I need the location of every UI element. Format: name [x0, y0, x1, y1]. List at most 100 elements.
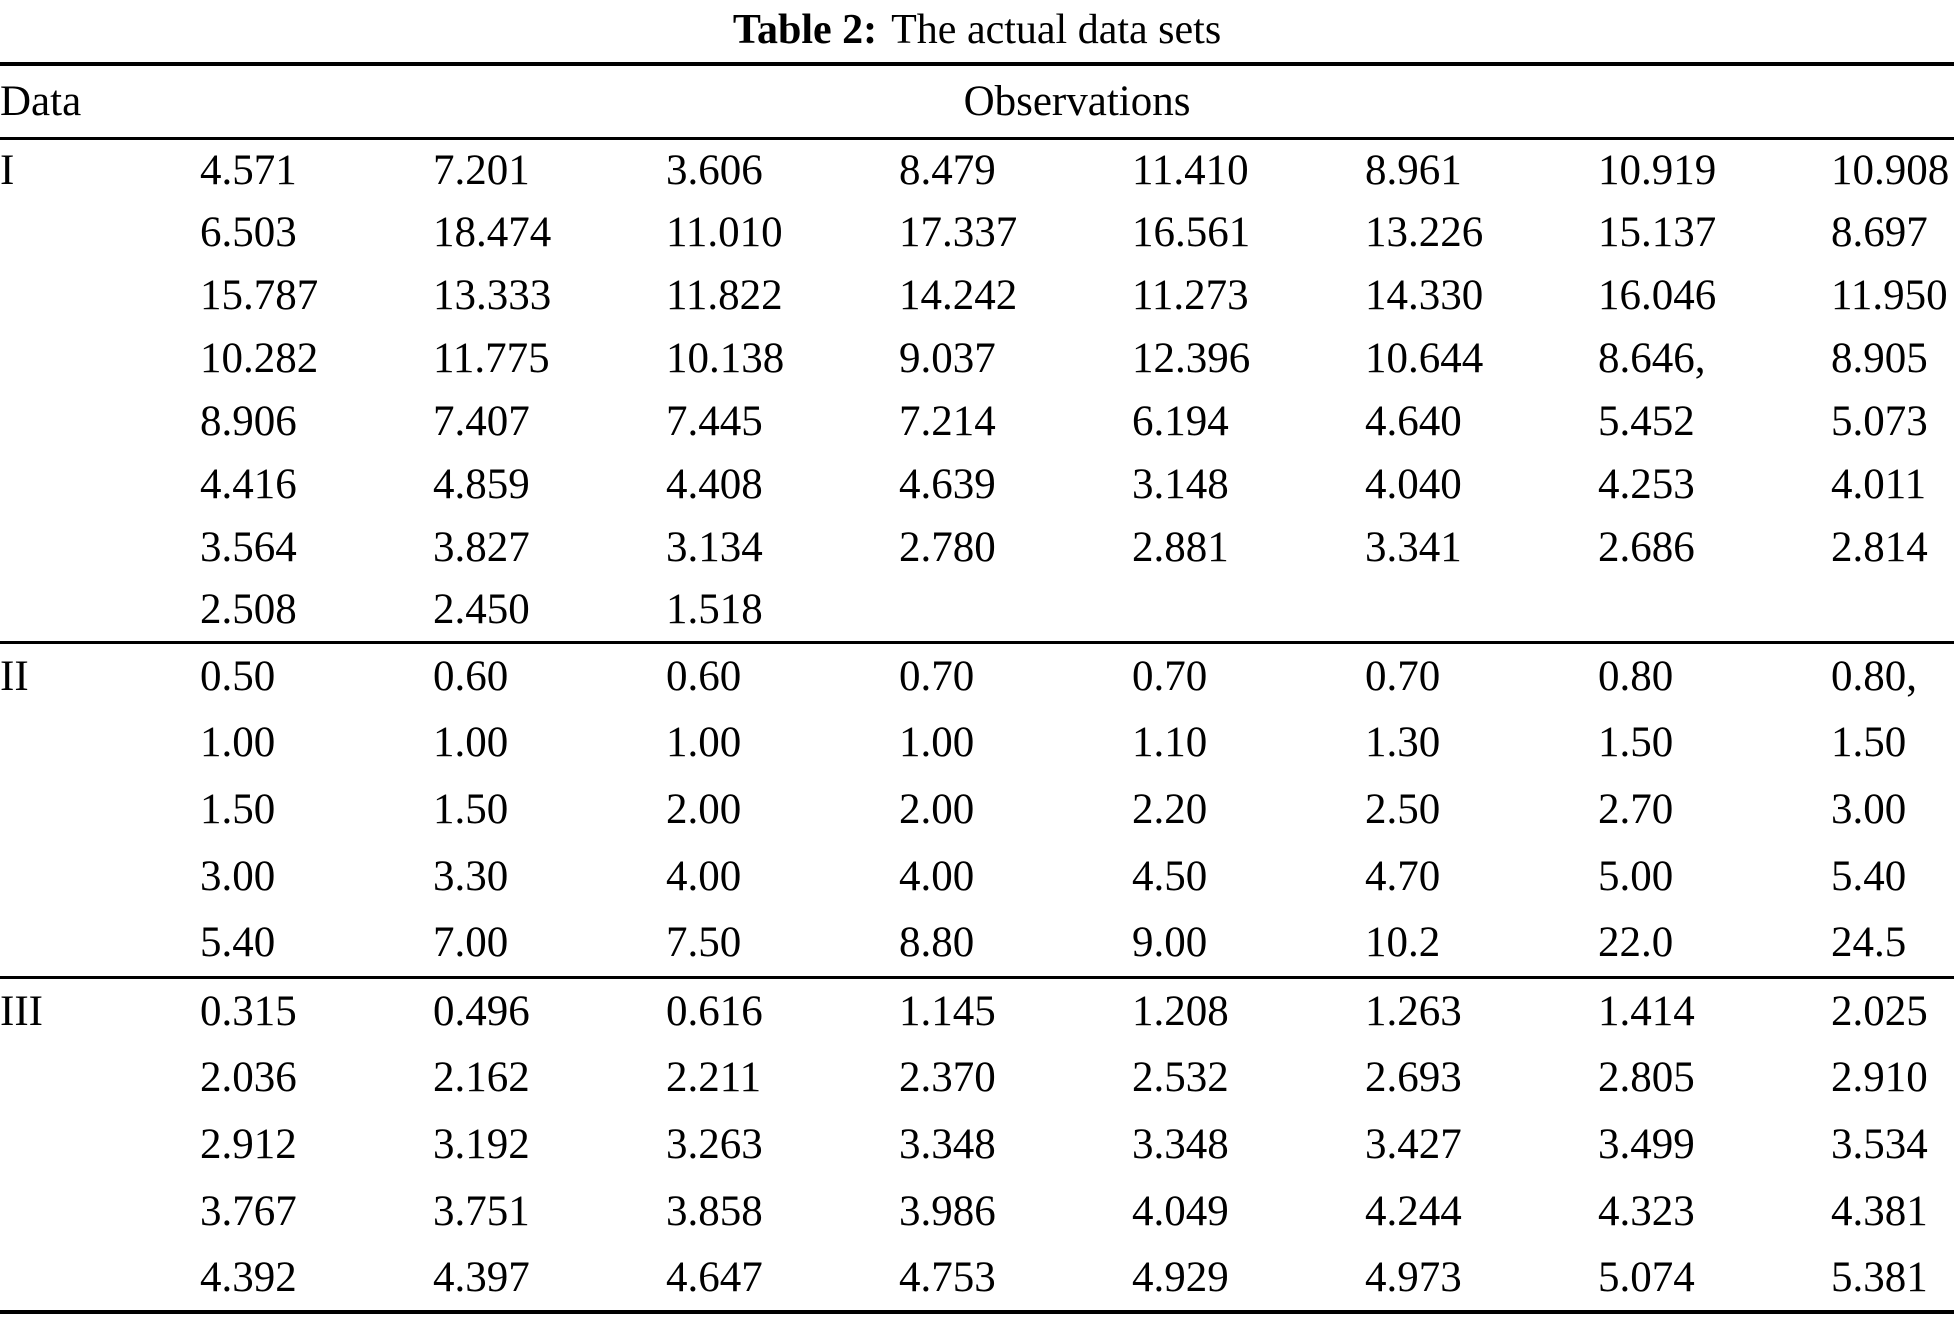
observation-cell: 13.333: [433, 272, 552, 319]
observation-cell: 2.036: [200, 1054, 297, 1101]
section-label-spacer: [0, 910, 200, 977]
data-section-i: I 4.571 7.201 3.606 8.479 11.410 8.961 10.919 10…: [0, 138, 1954, 642]
observation-cell: 8.906: [200, 398, 297, 445]
observation-cell: 2.686: [1598, 524, 1695, 571]
observation-cell: 3.751: [433, 1188, 530, 1235]
observation-cell: 1.518: [666, 586, 763, 634]
observation-cell: [1132, 579, 1365, 642]
observation-cell: 5.381: [1831, 1254, 1928, 1301]
observation-cell: 10.138: [666, 335, 785, 382]
observation-cell: 5.40: [1831, 853, 1907, 900]
observation-cell: 13.226: [1365, 209, 1484, 256]
section-label-spacer: [0, 1044, 200, 1111]
observation-cell: 1.50: [1598, 719, 1674, 766]
section-label-spacer: [0, 516, 200, 579]
observation-cell: 18.474: [433, 209, 552, 256]
observation-cell: 24.5: [1831, 919, 1907, 967]
observation-cell: 3.767: [200, 1188, 297, 1235]
observation-cell: 16.561: [1132, 209, 1251, 256]
table-row: 4.416 4.859 4.408 4.639 3.148 4.040 4.253 4.011: [0, 453, 1954, 516]
observation-cell: 9.037: [899, 335, 996, 382]
observation-cell: 11.775: [433, 335, 550, 382]
observation-cell: 0.70: [1365, 652, 1441, 700]
observation-cell: 4.323: [1598, 1188, 1695, 1235]
observation-cell: 4.859: [433, 461, 530, 508]
observation-cell: 1.50: [433, 786, 509, 833]
table-row: 2.912 3.192 3.263 3.348 3.348 3.427 3.499 3.534: [0, 1111, 1954, 1178]
observation-cell: 4.973: [1365, 1254, 1462, 1301]
observation-cell: 0.50: [200, 652, 276, 700]
table-row: 2.036 2.162 2.211 2.370 2.532 2.693 2.805 2.910: [0, 1044, 1954, 1111]
observation-cell: 0.80: [1598, 652, 1674, 700]
observation-cell: 6.194: [1132, 398, 1229, 445]
observation-cell: 3.263: [666, 1121, 763, 1168]
section-label: II: [0, 652, 29, 700]
section-label-spacer: [0, 776, 200, 843]
observation-cell: 3.534: [1831, 1121, 1928, 1168]
observation-cell: 11.410: [1132, 146, 1249, 194]
table-row: 4.392 4.397 4.647 4.753 4.929 4.973 5.074 5.381: [0, 1245, 1954, 1312]
observation-cell: 3.986: [899, 1188, 996, 1235]
section-label-spacer: [0, 709, 200, 776]
observation-cell: 2.508: [200, 586, 297, 634]
observation-cell: 3.564: [200, 524, 297, 571]
observation-cell: 4.049: [1132, 1188, 1229, 1235]
observation-cell: 15.787: [200, 272, 319, 319]
observation-cell: 1.00: [200, 719, 276, 766]
observation-cell: 8.905: [1831, 335, 1928, 382]
column-header-data: Data: [0, 77, 82, 125]
observation-cell: 3.341: [1365, 524, 1462, 571]
table-row: 3.00 3.30 4.00 4.00 4.50 4.70 5.00 5.40: [0, 843, 1954, 910]
section-label-spacer: [0, 1111, 200, 1178]
observation-cell: 6.503: [200, 209, 297, 256]
observation-cell: 3.499: [1598, 1121, 1695, 1168]
observation-cell: 4.392: [200, 1254, 297, 1301]
observation-cell: 4.00: [899, 853, 975, 900]
observation-cell: 3.427: [1365, 1121, 1462, 1168]
observation-cell: 1.145: [899, 987, 996, 1035]
observation-cell: 1.50: [200, 786, 276, 833]
data-section-iii: III 0.315 0.496 0.616 1.145 1.208 1.263 1.414 2.…: [0, 977, 1954, 1312]
observation-cell: 10.2: [1365, 919, 1441, 967]
observation-cell: 4.647: [666, 1254, 763, 1301]
observation-cell: [1598, 579, 1831, 642]
observation-cell: 2.00: [666, 786, 742, 833]
observation-cell: 2.780: [899, 524, 996, 571]
observation-cell: 7.214: [899, 398, 996, 445]
section-label-spacer: [0, 453, 200, 516]
observation-cell: 10.644: [1365, 335, 1484, 382]
observation-cell: 4.929: [1132, 1254, 1229, 1301]
observation-cell: 14.242: [899, 272, 1018, 319]
observation-cell: 2.211: [666, 1054, 762, 1101]
section-label-spacer: [0, 1245, 200, 1312]
table-row: I 4.571 7.201 3.606 8.479 11.410 8.961 10.919 10…: [0, 138, 1954, 201]
table-row: III 0.315 0.496 0.616 1.145 1.208 1.263 1.414 2.…: [0, 977, 1954, 1044]
observation-cell: 8.80: [899, 919, 975, 967]
table-row: 8.906 7.407 7.445 7.214 6.194 4.640 5.452 5.073: [0, 390, 1954, 453]
observation-cell: 2.370: [899, 1054, 996, 1101]
observation-cell: 1.00: [433, 719, 509, 766]
observation-cell: 2.532: [1132, 1054, 1229, 1101]
observation-cell: 7.201: [433, 146, 530, 194]
observation-cell: 5.073: [1831, 398, 1928, 445]
observation-cell: 2.450: [433, 586, 530, 634]
observation-cell: 4.397: [433, 1254, 530, 1301]
section-label: I: [0, 146, 15, 194]
observation-cell: 1.30: [1365, 719, 1441, 766]
observation-cell: 11.822: [666, 272, 783, 319]
observation-cell: 8.697: [1831, 209, 1928, 256]
observation-cell: 11.950: [1831, 272, 1948, 319]
observation-cell: 5.00: [1598, 853, 1674, 900]
observation-cell: 2.20: [1132, 786, 1208, 833]
observation-cell: 8.479: [899, 146, 996, 194]
observation-cell: 0.70: [1132, 652, 1208, 700]
observation-cell: 4.253: [1598, 461, 1695, 508]
observation-cell: 4.381: [1831, 1188, 1928, 1235]
observation-cell: 4.244: [1365, 1188, 1462, 1235]
observation-cell: 4.70: [1365, 853, 1441, 900]
section-label-spacer: [0, 327, 200, 390]
observation-cell: 7.50: [666, 919, 742, 967]
data-table: Data Observations I 4.571 7.201 3.606 8.479 1…: [0, 62, 1954, 1314]
observation-cell: 4.753: [899, 1254, 996, 1301]
observation-cell: 15.137: [1598, 209, 1717, 256]
